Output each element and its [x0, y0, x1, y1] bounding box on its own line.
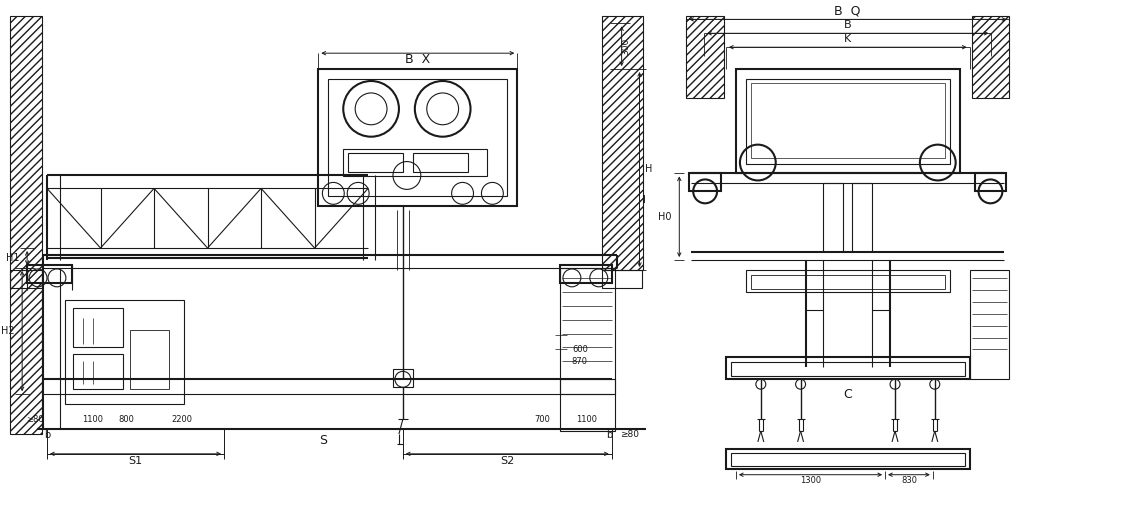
Bar: [73, 354, 123, 389]
Text: 600: 600: [572, 345, 588, 354]
Bar: [750, 275, 945, 289]
Bar: [731, 453, 964, 466]
Bar: [561, 379, 615, 431]
Text: b: b: [606, 430, 613, 440]
Text: K: K: [844, 34, 850, 44]
Text: S2: S2: [500, 456, 514, 466]
Text: b: b: [44, 430, 50, 440]
Text: 1100: 1100: [576, 414, 597, 423]
Bar: [727, 449, 970, 469]
Text: 870: 870: [572, 357, 588, 366]
Bar: [561, 265, 612, 283]
Bar: [689, 174, 721, 191]
Text: 800: 800: [118, 414, 134, 423]
Bar: [561, 268, 615, 394]
Bar: [27, 265, 72, 283]
Text: H1: H1: [6, 253, 19, 263]
Bar: [348, 153, 402, 173]
Text: H0: H0: [658, 212, 671, 222]
Bar: [972, 16, 1010, 98]
Bar: [10, 270, 42, 288]
Bar: [65, 300, 184, 404]
Text: 700: 700: [534, 414, 550, 423]
Bar: [329, 79, 507, 196]
Bar: [731, 362, 964, 376]
Text: 1300: 1300: [800, 476, 821, 485]
Bar: [727, 357, 970, 379]
Bar: [130, 329, 169, 389]
Text: B: B: [844, 20, 852, 31]
Bar: [746, 270, 949, 292]
Bar: [10, 16, 42, 434]
Bar: [601, 16, 644, 270]
Text: S: S: [319, 434, 327, 447]
Text: 830: 830: [901, 476, 916, 485]
Bar: [970, 270, 1010, 379]
Bar: [318, 69, 517, 206]
Text: 2200: 2200: [172, 414, 192, 423]
Text: 1100: 1100: [82, 414, 103, 423]
Bar: [413, 153, 467, 173]
Text: B  X: B X: [405, 52, 431, 66]
Text: I: I: [644, 195, 646, 205]
Text: ≥80: ≥80: [620, 431, 639, 439]
Bar: [687, 16, 724, 98]
Bar: [974, 174, 1006, 191]
Bar: [393, 370, 413, 387]
Bar: [601, 270, 641, 288]
Bar: [73, 307, 123, 348]
Text: H2: H2: [0, 326, 14, 336]
Bar: [746, 79, 949, 163]
Bar: [750, 83, 945, 158]
Text: S1: S1: [128, 456, 142, 466]
Bar: [736, 69, 960, 174]
Text: C: C: [843, 388, 852, 401]
Text: ≥80: ≥80: [26, 414, 44, 423]
Text: 300: 300: [621, 38, 630, 55]
Bar: [343, 149, 488, 177]
Text: H: H: [646, 164, 653, 175]
Text: B  Q: B Q: [835, 5, 861, 18]
